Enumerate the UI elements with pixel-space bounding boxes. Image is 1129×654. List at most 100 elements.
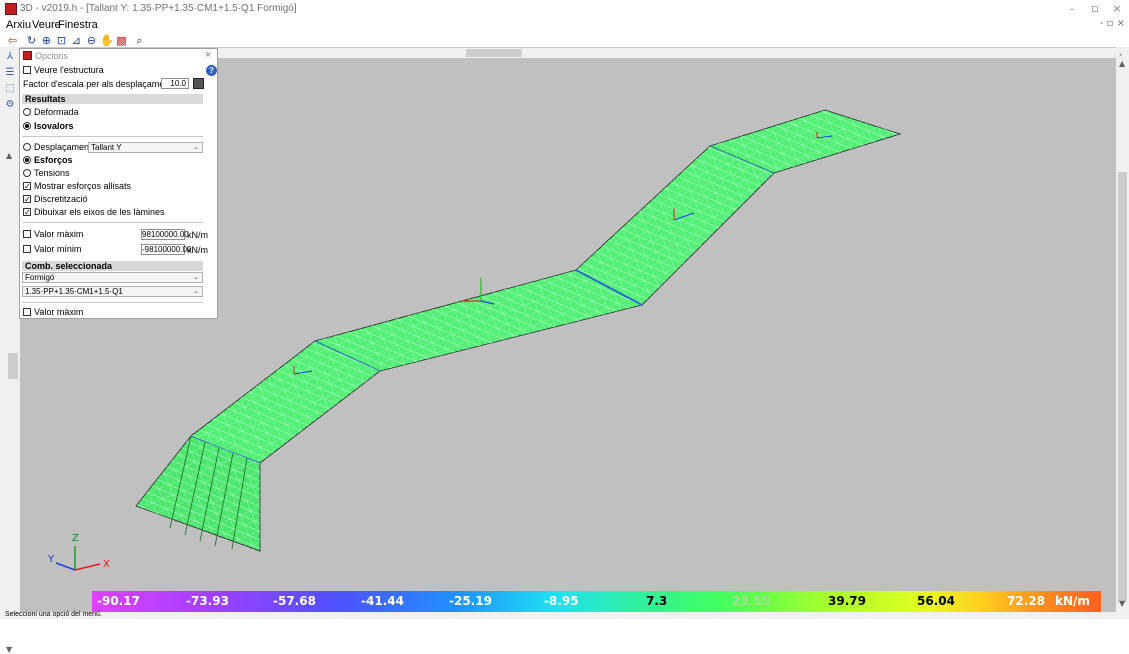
color-scale: -90.17 -73.93 -57.68 -41.44 -25.19 -8.95… xyxy=(20,591,1116,612)
quantity-dropdown[interactable]: Tallant Y ⌄ xyxy=(88,142,203,153)
help-icon[interactable]: ? xyxy=(206,65,217,76)
axis-icon[interactable]: ⊿ xyxy=(71,34,82,47)
menu-finestra[interactable]: Finestra xyxy=(58,19,98,31)
scale-value: 56.04 xyxy=(917,594,955,608)
axis-z-label: Z xyxy=(72,533,79,544)
menu-bar: Arxiu Veure Finestra xyxy=(0,18,1129,34)
max-value-input[interactable]: 98100000.00 xyxy=(141,229,189,240)
scale-factor-input[interactable]: 10.0 xyxy=(161,78,189,89)
horizontal-scroll-thumb[interactable] xyxy=(466,49,522,57)
restore-button[interactable]: ▫ xyxy=(1091,2,1099,15)
axes-view-icon[interactable]: ⅄ xyxy=(6,51,14,62)
show-smoothed-checkbox[interactable]: ✓ xyxy=(23,182,31,191)
rotate-icon[interactable]: ↻ xyxy=(26,34,37,47)
scale-value: -41.44 xyxy=(361,594,404,608)
displacements-label: Desplaçaments xyxy=(34,142,97,152)
scale-value: 72.28 xyxy=(1007,594,1045,608)
zoom-out-icon[interactable]: ⊖ xyxy=(86,34,97,47)
isovalues-radio[interactable] xyxy=(23,122,31,130)
settings-icon[interactable]: ⚙ xyxy=(5,99,15,110)
options-title: Opcions xyxy=(35,51,69,61)
minimize-button[interactable]: – xyxy=(1069,2,1075,15)
window-title: 3D - v2019.h - [Tallant Y: 1.35·PP+1.35·… xyxy=(20,3,297,14)
scroll-down-icon[interactable]: ▼ xyxy=(6,645,13,654)
cube-icon[interactable]: ⬚ xyxy=(5,83,15,94)
material-dropdown[interactable]: Formigó ⌄ xyxy=(22,272,203,283)
status-bar: Seleccioni una opció del menú. xyxy=(0,611,1129,619)
max-value-checkbox-2[interactable] xyxy=(23,308,31,316)
color-icon[interactable]: ▩ xyxy=(116,34,127,47)
min-unit-label: kN/m xyxy=(187,245,208,255)
combination-value: 1.35·PP+1.35·CM1+1.5·Q1 xyxy=(25,287,123,296)
vertical-scroll-thumb[interactable] xyxy=(1118,172,1127,602)
chevron-down-icon: ⌄ xyxy=(193,143,199,151)
local-slab-axes xyxy=(293,135,833,375)
scale-value: -90.17 xyxy=(97,594,140,608)
show-smoothed-label: Mostrar esforços allisats xyxy=(34,181,132,191)
pan-icon[interactable]: ✋ xyxy=(100,34,114,47)
options-panel[interactable]: Opcions × Veure l'estructura ? Factor d'… xyxy=(19,48,218,319)
min-value-checkbox[interactable] xyxy=(23,245,31,253)
draw-axes-label: Dibuixar els eixos de les làmines xyxy=(34,207,165,217)
min-value-label: Valor mínim xyxy=(34,244,82,254)
discretization-checkbox[interactable]: ✓ xyxy=(23,195,31,204)
global-origin-axes xyxy=(462,278,495,305)
vertical-scrollbar[interactable]: › ▲ ▼ xyxy=(1116,47,1129,612)
vertical-scroll-thumb-left[interactable] xyxy=(8,353,18,379)
max-value-label: Valor màxim xyxy=(34,229,84,239)
chevron-down-icon: ⌄ xyxy=(193,273,199,281)
scale-value: -57.68 xyxy=(273,594,316,608)
isovalues-label: Isovalors xyxy=(34,121,74,131)
material-value: Formigó xyxy=(25,273,55,282)
apply-icon[interactable] xyxy=(193,78,204,89)
scale-value: 39.79 xyxy=(828,594,866,608)
comb-header: Comb. seleccionada xyxy=(22,261,203,271)
show-structure-checkbox[interactable] xyxy=(23,66,31,74)
max-value-checkbox[interactable] xyxy=(23,230,31,238)
scale-factor-label: Factor d'escala per als desplaçaments xyxy=(23,79,177,89)
title-bar: 3D - v2019.h - [Tallant Y: 1.35·PP+1.35·… xyxy=(0,0,1129,18)
max-value-label-2: Valor màxim xyxy=(34,307,84,317)
scale-value: -73.93 xyxy=(186,594,229,608)
displacements-radio[interactable] xyxy=(23,143,31,151)
scroll-down-icon[interactable]: ▼ xyxy=(1119,599,1126,608)
find-icon[interactable]: ⌕ xyxy=(136,34,143,47)
color-scale-gradient xyxy=(92,591,1101,612)
list-icon[interactable]: ☰ xyxy=(5,67,15,78)
app-icon xyxy=(5,3,17,15)
stresses-radio[interactable] xyxy=(23,169,31,177)
menu-arxiu[interactable]: Arxiu xyxy=(6,19,32,31)
forces-label: Esforços xyxy=(34,155,73,165)
exit-icon[interactable]: ⇦ xyxy=(7,34,18,47)
zoom-icon[interactable]: ⊕ xyxy=(41,34,52,47)
status-text: Seleccioni una opció del menú. xyxy=(5,611,102,618)
close-button[interactable]: × xyxy=(1112,2,1122,15)
divider xyxy=(22,302,203,303)
draw-axes-checkbox[interactable]: ✓ xyxy=(23,208,31,217)
menu-veure[interactable]: Veure xyxy=(32,19,61,31)
scale-value: 7.3 xyxy=(646,594,668,608)
slab-mesh[interactable] xyxy=(135,109,902,552)
axis-triad xyxy=(55,546,101,571)
show-structure-label: Veure l'estructura xyxy=(34,65,104,75)
quantity-value: Tallant Y xyxy=(91,143,122,152)
scroll-right-icon[interactable]: › xyxy=(1119,50,1123,59)
divider xyxy=(22,222,203,223)
zoom-window-icon[interactable]: ⊡ xyxy=(56,34,67,47)
divider xyxy=(22,136,203,137)
axis-x-label: X xyxy=(103,559,110,570)
horizontal-scrollbar[interactable] xyxy=(6,47,1120,58)
min-value-input[interactable]: -98100000.00 xyxy=(141,244,192,255)
scroll-up-icon[interactable]: ▲ xyxy=(6,151,13,160)
model-canvas[interactable]: Z X Y xyxy=(20,58,1116,592)
combination-dropdown[interactable]: 1.35·PP+1.35·CM1+1.5·Q1 ⌄ xyxy=(22,286,203,297)
results-header: Resultats xyxy=(22,94,203,104)
options-close-button[interactable]: × xyxy=(205,49,212,61)
chevron-down-icon: ⌄ xyxy=(193,287,199,295)
forces-radio[interactable] xyxy=(23,156,31,164)
options-app-icon xyxy=(23,51,32,60)
mdi-controls[interactable]: - ▫ × xyxy=(1099,18,1125,29)
deformed-radio[interactable] xyxy=(23,108,31,116)
scroll-up-icon[interactable]: ▲ xyxy=(1119,59,1126,68)
discretization-label: Discretització xyxy=(34,194,88,204)
